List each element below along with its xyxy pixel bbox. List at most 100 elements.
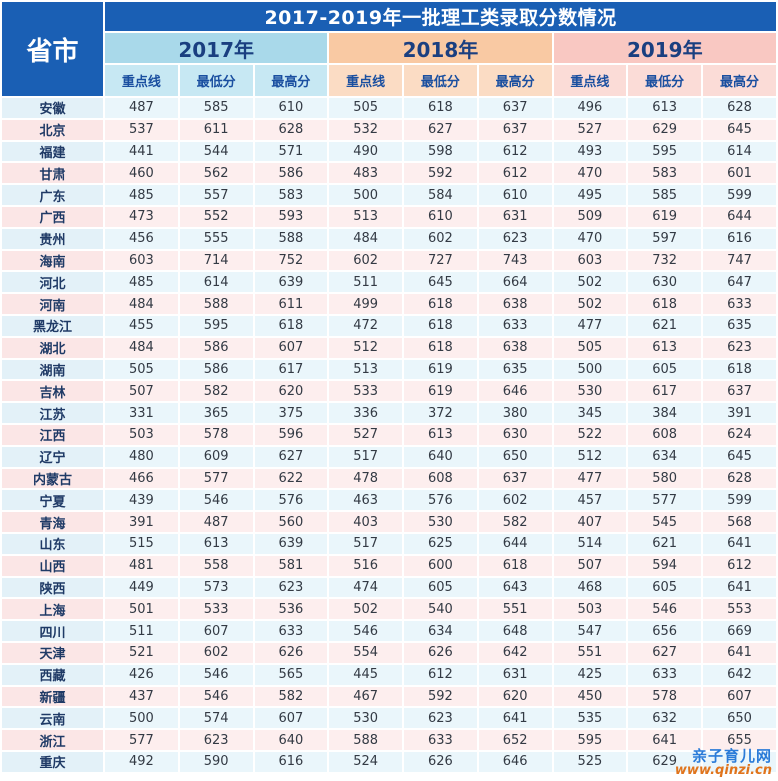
score-cell: 612: [404, 664, 477, 685]
province-cell: 湖南: [2, 359, 104, 380]
score-cell: 582: [478, 512, 552, 532]
score-cell: 426: [105, 664, 178, 685]
province-cell: 辽宁: [2, 446, 104, 467]
score-cell: 484: [105, 294, 178, 314]
province-cell: 重庆: [2, 751, 104, 772]
score-cell: 595: [179, 315, 253, 336]
table-row: 广西 473 552 593 513 610 631 509 619 644: [2, 206, 776, 227]
score-cell: 631: [478, 664, 552, 685]
score-cell: 613: [628, 98, 702, 118]
score-cell: 562: [179, 163, 253, 184]
score-cell: 612: [478, 141, 552, 162]
score-cell: 487: [105, 98, 178, 118]
year-header-2018: 2018年: [329, 33, 552, 63]
score-cell: 546: [329, 621, 403, 641]
province-cell: 安徽: [2, 98, 104, 118]
score-cell: 626: [404, 642, 477, 663]
table-row: 湖南 505 586 617 513 619 635 500 605 618: [2, 359, 776, 380]
score-cell: 457: [553, 490, 627, 511]
province-cell: 江苏: [2, 403, 104, 423]
score-cell: 602: [329, 250, 403, 271]
score-cell: 607: [254, 708, 328, 729]
score-cell: 472: [329, 315, 403, 336]
province-cell: 甘肃: [2, 163, 104, 184]
score-cell: 623: [254, 577, 328, 598]
table-row: 天津 521 602 626 554 626 642 551 627 641: [2, 642, 776, 663]
province-cell: 湖北: [2, 337, 104, 358]
score-cell: 747: [703, 250, 776, 271]
score-cell: 546: [179, 664, 253, 685]
score-cell: 571: [254, 141, 328, 162]
score-cell: 477: [553, 468, 627, 489]
score-cell: 645: [703, 446, 776, 467]
province-header: 省市: [2, 2, 104, 96]
table-row: 西藏 426 546 565 445 612 631 425 633 642: [2, 664, 776, 685]
score-cell: 407: [553, 512, 627, 532]
score-cell: 603: [553, 250, 627, 271]
table-row: 海南 603 714 752 602 727 743 603 732 747: [2, 250, 776, 271]
score-cell: 537: [105, 119, 178, 140]
province-cell: 云南: [2, 708, 104, 729]
score-cell: 638: [478, 337, 552, 358]
score-cell: 481: [105, 555, 178, 576]
score-cell: 633: [628, 664, 702, 685]
score-cell: 595: [553, 730, 627, 750]
province-cell: 山西: [2, 555, 104, 576]
table-row: 江苏 331 365 375 336 372 380 345 384 391: [2, 403, 776, 423]
score-cell: 630: [478, 424, 552, 445]
score-cell: 505: [553, 337, 627, 358]
score-cell: 545: [628, 512, 702, 532]
score-cell: 617: [628, 381, 702, 402]
score-cell: 633: [478, 315, 552, 336]
province-cell: 江西: [2, 424, 104, 445]
score-cell: 480: [105, 446, 178, 467]
score-cell: 560: [254, 512, 328, 532]
score-cell: 577: [628, 490, 702, 511]
sub-header-max-score: 最高分: [254, 65, 328, 96]
score-cell: 533: [329, 381, 403, 402]
score-cell: 499: [329, 294, 403, 314]
score-cell: 598: [404, 141, 477, 162]
score-cell: 485: [105, 185, 178, 205]
score-cell: 530: [553, 381, 627, 402]
province-cell: 河南: [2, 294, 104, 314]
score-cell: 530: [404, 512, 477, 532]
score-cell: 470: [553, 228, 627, 249]
score-cell: 629: [628, 119, 702, 140]
table-row: 陕西 449 573 623 474 605 643 468 605 641: [2, 577, 776, 598]
score-cell: 584: [404, 185, 477, 205]
year-header-2017: 2017年: [105, 33, 328, 63]
score-cell: 633: [254, 621, 328, 641]
score-cell: 626: [254, 642, 328, 663]
score-cell: 623: [179, 730, 253, 750]
province-cell: 山东: [2, 533, 104, 554]
score-cell: 478: [329, 468, 403, 489]
score-cell: 586: [254, 163, 328, 184]
score-cell: 501: [105, 599, 178, 620]
score-cell: 568: [703, 512, 776, 532]
score-cell: 544: [179, 141, 253, 162]
score-cell: 607: [703, 686, 776, 707]
score-cell: 331: [105, 403, 178, 423]
score-cell: 650: [478, 446, 552, 467]
score-cell: 618: [404, 98, 477, 118]
score-cell: 644: [478, 533, 552, 554]
sub-header-min-score: 最低分: [179, 65, 253, 96]
score-cell: 577: [179, 468, 253, 489]
province-cell: 浙江: [2, 730, 104, 750]
score-cell: 536: [254, 599, 328, 620]
province-cell: 天津: [2, 642, 104, 663]
province-cell: 贵州: [2, 228, 104, 249]
score-cell: 521: [105, 642, 178, 663]
score-cell: 645: [703, 119, 776, 140]
score-cell: 641: [703, 533, 776, 554]
score-cell: 618: [404, 337, 477, 358]
province-cell: 吉林: [2, 381, 104, 402]
score-cell: 597: [628, 228, 702, 249]
score-cell: 445: [329, 664, 403, 685]
score-cell: 664: [478, 272, 552, 293]
score-cell: 623: [478, 228, 552, 249]
score-cell: 517: [329, 446, 403, 467]
score-cell: 460: [105, 163, 178, 184]
